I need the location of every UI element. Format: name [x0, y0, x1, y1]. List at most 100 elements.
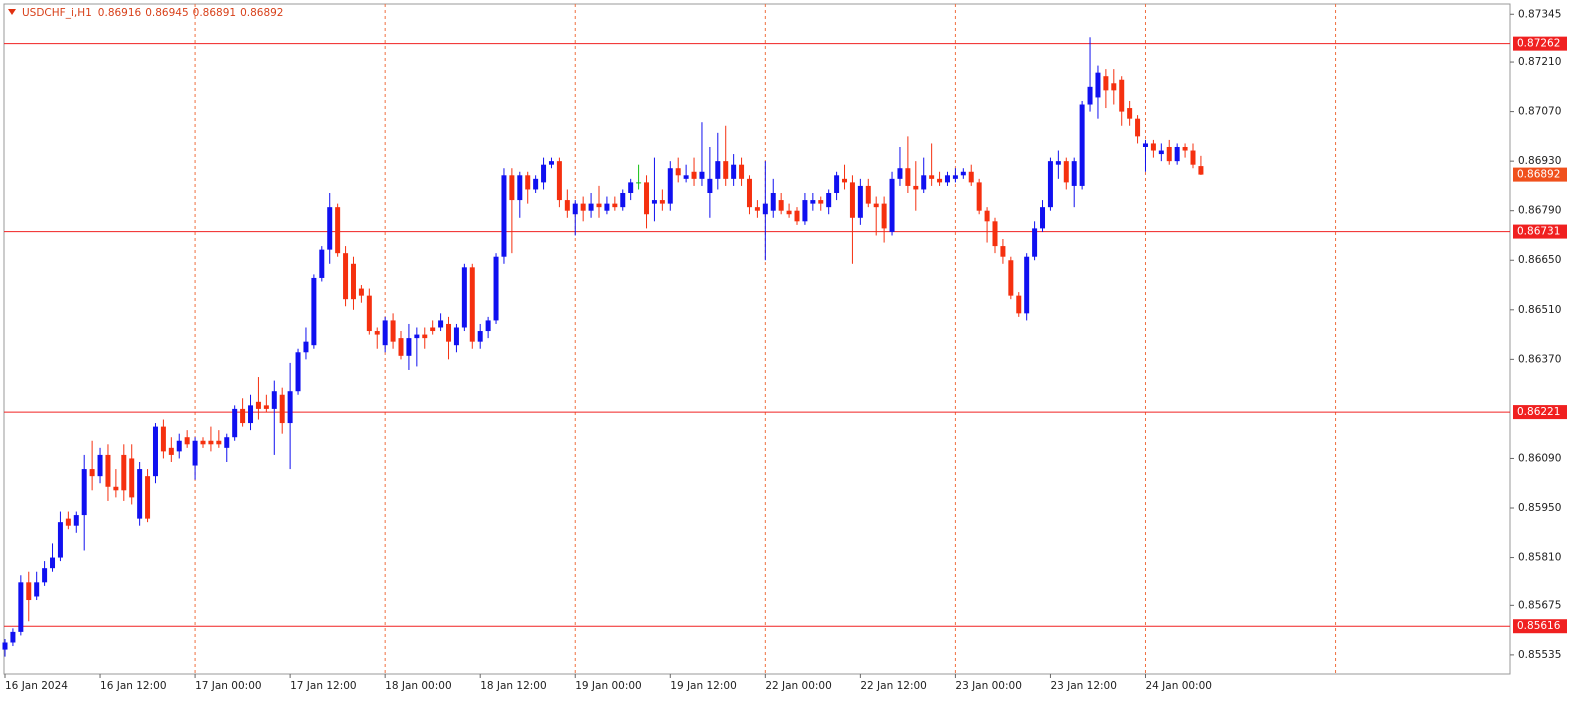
candle-body	[303, 341, 309, 353]
candle-body	[121, 454, 127, 491]
x-tick-label: 18 Jan 00:00	[385, 680, 451, 692]
candle-body	[1190, 150, 1196, 165]
candle-body	[778, 200, 784, 211]
candle-body	[968, 171, 974, 183]
candle-body	[952, 175, 958, 179]
candle-body	[580, 203, 586, 211]
candle-body	[1182, 146, 1188, 151]
candle-body	[493, 256, 499, 321]
low-value: 0.86891	[193, 7, 236, 19]
candle-body	[826, 193, 832, 208]
candle-body	[770, 193, 776, 211]
candle-body	[913, 185, 919, 190]
candle-body	[358, 288, 364, 296]
candle-body	[477, 331, 483, 342]
candle-body	[255, 401, 261, 409]
candle-body	[1111, 83, 1117, 91]
candle-body	[343, 253, 349, 300]
candle-body	[1103, 76, 1109, 91]
candle-body	[857, 185, 863, 218]
candle-body	[794, 210, 800, 222]
candle-body	[374, 331, 380, 335]
candle-body	[636, 182, 642, 184]
candle-body	[311, 277, 317, 346]
close-value: 0.86892	[240, 7, 283, 19]
candle-body	[105, 454, 111, 487]
candle-body	[1135, 118, 1141, 137]
candle-body	[446, 323, 452, 342]
y-tick-label: 0.86510	[1518, 304, 1561, 316]
candle-body	[216, 440, 222, 445]
symbol: USDCHF_i,H1	[22, 7, 92, 19]
candle-body	[620, 193, 626, 208]
candle-body	[572, 203, 578, 215]
candle-body	[461, 267, 467, 328]
candle-body	[89, 469, 95, 477]
candle-body	[263, 405, 269, 409]
candle-body	[865, 185, 871, 204]
candle-body	[786, 210, 792, 215]
x-tick-label: 16 Jan 12:00	[100, 680, 166, 692]
candle-body	[525, 175, 531, 190]
candle-body	[319, 249, 325, 278]
candle-body	[842, 178, 848, 183]
candle-body	[984, 210, 990, 222]
candle-body	[184, 437, 190, 445]
candle-body	[57, 522, 63, 558]
candle-body	[50, 557, 56, 569]
candle-body	[707, 178, 713, 194]
candle-body	[97, 454, 103, 477]
candle-body	[1087, 86, 1093, 105]
candle-body	[34, 582, 40, 597]
y-tick-label: 0.86090	[1518, 452, 1561, 464]
candle-body	[152, 426, 158, 477]
candle-body	[509, 175, 515, 201]
level-label: 0.87262	[1517, 38, 1560, 50]
candle-body	[1071, 161, 1077, 186]
candle-body	[873, 203, 879, 208]
candle-body	[1008, 260, 1014, 296]
candle-body	[667, 168, 673, 204]
level-label-box	[1513, 36, 1567, 51]
candle-body	[628, 182, 634, 194]
x-tick-label: 23 Jan 00:00	[955, 680, 1021, 692]
candle-body	[731, 164, 737, 179]
candle-body	[834, 175, 840, 194]
collapse-icon	[8, 9, 16, 15]
candle-body	[746, 178, 752, 208]
candle-body	[976, 182, 982, 211]
candle-body	[612, 203, 618, 208]
candle-body	[485, 320, 491, 332]
candle-body	[18, 582, 24, 632]
candle-body	[26, 582, 32, 601]
candle-body	[762, 203, 768, 215]
candle-body	[390, 320, 396, 342]
candle-body	[1063, 161, 1069, 183]
candle-body	[350, 263, 356, 300]
candle-body	[208, 440, 214, 445]
candle-body	[224, 437, 230, 448]
candle-body	[1095, 72, 1101, 98]
candle-body	[1174, 146, 1180, 162]
candle-body	[240, 408, 246, 424]
candle-body	[897, 168, 903, 179]
y-tick-label: 0.85535	[1518, 649, 1561, 661]
candle-body	[279, 394, 285, 424]
candle-body	[287, 391, 293, 424]
candle-body	[905, 168, 911, 186]
candle-body	[548, 161, 554, 165]
candle-body	[414, 334, 420, 339]
x-tick-label: 17 Jan 00:00	[195, 680, 261, 692]
level-label-box	[1513, 619, 1567, 634]
candle-body	[366, 295, 372, 332]
y-tick-label: 0.86650	[1518, 254, 1561, 266]
candle-body	[929, 175, 935, 179]
candle-body	[1198, 166, 1204, 175]
candle-body	[802, 200, 808, 222]
candle-body	[754, 207, 760, 211]
candle-body	[659, 200, 665, 204]
level-label: 0.85616	[1517, 620, 1561, 632]
level-label-box	[1513, 405, 1567, 420]
candle-body	[556, 161, 562, 201]
